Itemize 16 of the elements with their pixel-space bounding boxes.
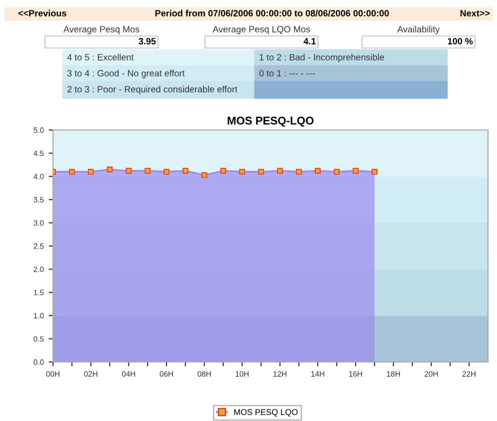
text: <<Previous [18,10,66,16]
text: 2 to 3 : Poor - Required considerable effort [67,86,238,94]
text: 4 to 5 : Excellent [67,54,134,60]
text: 0 to 1 : --- - --- [259,70,315,76]
text: Average Pesq LQO Mos [212,26,310,34]
text: 3.95 [138,38,156,44]
text: Average Pesq Mos [63,26,140,34]
text: 3 to 4 : Good - No great effort [67,70,185,78]
legend-label: MOS PESQ LQO [234,409,298,417]
text: Period from 07/06/2006 00:00:00 to 08/06/2006 00:00:00 [155,10,389,17]
text: Availability [397,26,440,34]
text: 1 to 2 : Bad - Incomprehensible [260,54,384,62]
text: 100 % [448,38,473,44]
text: 4.1 [304,38,316,44]
chart-title: MOS PESQ-LQO [228,116,314,127]
text: Next>> [460,10,490,16]
